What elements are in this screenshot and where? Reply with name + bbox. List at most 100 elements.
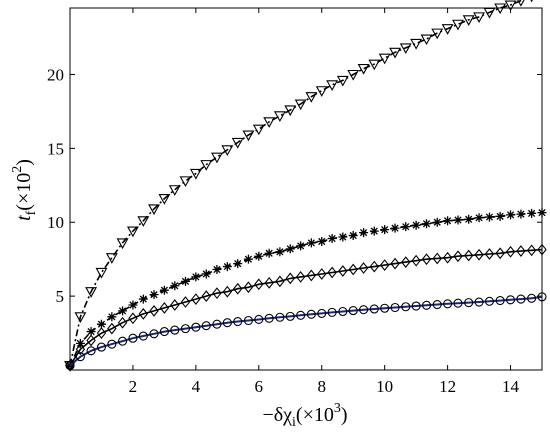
data-point bbox=[338, 265, 348, 277]
y-axis-ticks: 5 10 15 20 bbox=[47, 65, 542, 306]
data-point bbox=[484, 212, 494, 222]
data-point bbox=[296, 310, 306, 320]
data-point bbox=[179, 176, 192, 188]
data-point bbox=[494, 3, 507, 15]
data-point bbox=[443, 216, 453, 226]
data-point bbox=[222, 318, 232, 328]
data-point bbox=[243, 254, 253, 264]
data-point bbox=[264, 248, 274, 258]
data-point bbox=[473, 12, 486, 23]
data-point bbox=[285, 311, 295, 321]
y-tick-label: 20 bbox=[47, 65, 64, 84]
data-point bbox=[411, 254, 421, 267]
data-point bbox=[516, 245, 526, 257]
data-point bbox=[75, 343, 86, 356]
data-point bbox=[369, 260, 379, 273]
data-point bbox=[252, 124, 265, 136]
data-point bbox=[212, 287, 222, 300]
data-point bbox=[128, 312, 138, 325]
data-point bbox=[317, 308, 327, 318]
data-point bbox=[347, 69, 360, 81]
data-point bbox=[327, 266, 337, 279]
data-point bbox=[221, 145, 234, 156]
data-point bbox=[431, 28, 444, 40]
data-point bbox=[380, 303, 390, 313]
data-point bbox=[264, 276, 274, 289]
data-point bbox=[483, 7, 496, 19]
data-point bbox=[516, 294, 526, 304]
data-point bbox=[233, 316, 243, 327]
data-point bbox=[317, 268, 327, 280]
data-point bbox=[159, 302, 170, 314]
data-point bbox=[201, 321, 211, 331]
data-point bbox=[284, 105, 297, 117]
data-point bbox=[191, 293, 201, 305]
data-point bbox=[201, 290, 211, 303]
data-point bbox=[254, 278, 264, 291]
data-point bbox=[254, 314, 264, 325]
data-point bbox=[327, 307, 337, 317]
data-point bbox=[254, 251, 264, 261]
x-axis-label: −δχi(×103) bbox=[262, 401, 347, 430]
data-point bbox=[138, 331, 148, 341]
data-point bbox=[327, 233, 337, 243]
data-point bbox=[389, 47, 401, 59]
data-point bbox=[285, 272, 295, 285]
data-point bbox=[442, 251, 453, 264]
data-point bbox=[273, 111, 286, 122]
data-point bbox=[159, 285, 169, 295]
data-point bbox=[411, 301, 421, 311]
data-point bbox=[380, 225, 390, 235]
data-point bbox=[390, 257, 400, 270]
data-point bbox=[348, 306, 358, 316]
x-tick-label: 10 bbox=[376, 377, 393, 396]
data-point bbox=[126, 226, 139, 238]
data-point bbox=[306, 269, 317, 282]
data-point bbox=[233, 259, 243, 269]
data-point bbox=[390, 223, 400, 233]
data-point bbox=[530, 0, 533, 3]
data-point bbox=[527, 293, 537, 303]
data-point bbox=[263, 117, 276, 128]
data-point bbox=[464, 214, 474, 224]
data-point bbox=[180, 296, 191, 308]
data-point bbox=[222, 262, 232, 272]
data-point bbox=[506, 210, 516, 220]
data-point bbox=[128, 300, 138, 310]
x-tick-label: 14 bbox=[502, 377, 520, 396]
data-point bbox=[294, 99, 307, 111]
plot-area: 2 4 6 8 10 12 14 5 10 15 20 bbox=[47, 0, 547, 396]
series-line bbox=[69, 211, 543, 366]
data-point bbox=[411, 220, 421, 230]
data-point bbox=[317, 236, 327, 246]
data-point bbox=[75, 352, 85, 362]
data-point bbox=[420, 34, 433, 46]
data-point bbox=[170, 299, 180, 311]
data-point bbox=[359, 228, 369, 238]
data-point bbox=[305, 92, 318, 103]
data-point bbox=[222, 285, 233, 298]
data-point bbox=[118, 306, 128, 316]
data-point bbox=[338, 306, 348, 317]
data-point bbox=[452, 19, 464, 31]
series-diamond bbox=[65, 243, 547, 372]
series-circle bbox=[65, 292, 547, 371]
data-point bbox=[86, 346, 96, 356]
series-line bbox=[69, 248, 543, 367]
x-tick-label: 4 bbox=[192, 377, 201, 396]
data-point bbox=[537, 292, 547, 302]
data-point bbox=[243, 281, 254, 294]
data-point bbox=[326, 80, 339, 91]
data-point bbox=[180, 276, 190, 286]
data-point bbox=[379, 259, 390, 271]
data-point bbox=[65, 361, 75, 371]
data-point bbox=[453, 250, 463, 263]
series-layer bbox=[64, 0, 547, 372]
data-point bbox=[463, 249, 474, 262]
data-point bbox=[242, 130, 255, 142]
data-point bbox=[464, 298, 474, 308]
data-point bbox=[275, 312, 285, 322]
data-point bbox=[526, 244, 537, 257]
data-point bbox=[105, 253, 118, 264]
